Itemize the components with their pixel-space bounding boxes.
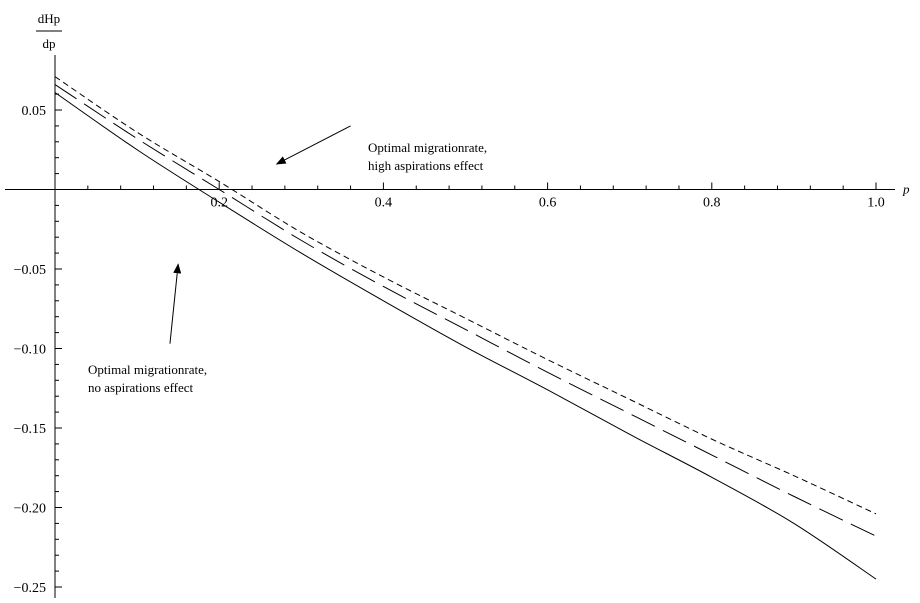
y-ticks: 0.05 −0.05 −0.10 −0.15 −0.20 −0.25 <box>14 93 62 596</box>
y-tick-label: 0.05 <box>22 104 47 119</box>
annotation-arrow <box>275 125 351 165</box>
series-line-solid <box>54 92 877 580</box>
y-tick-label: −0.05 <box>14 263 46 278</box>
x-tick-label: 1.0 <box>867 196 885 211</box>
y-axis-label-numerator: dHp <box>38 11 60 26</box>
annotation-arrow <box>169 263 182 344</box>
annotation-text: Optimal migrationrate, <box>368 140 487 155</box>
x-tick-label: 0.2 <box>210 196 228 211</box>
annotation-text: high aspirations effect <box>368 158 484 173</box>
annotation-text: Optimal migrationrate, <box>88 362 207 377</box>
annotation: Optimal migrationrate, high aspirations e… <box>275 125 487 173</box>
y-tick-label: −0.10 <box>14 343 46 358</box>
y-tick-label: −0.25 <box>14 581 46 596</box>
annotation-text: no aspirations effect <box>88 380 194 395</box>
y-axis-label: dHp dp <box>36 11 62 51</box>
annotation: Optimal migrationrate, no aspirations eff… <box>88 263 207 395</box>
x-tick-label: 0.8 <box>703 196 721 211</box>
y-axis-label-denominator: dp <box>43 36 56 51</box>
series-line-long-dash <box>54 84 877 537</box>
x-tick-label: 0.6 <box>539 196 557 211</box>
x-axis-label: p <box>902 182 910 197</box>
series-layer <box>54 76 877 580</box>
annotations: Optimal migrationrate, high aspirations e… <box>88 125 487 395</box>
x-ticks: 0.2 0.4 0.6 0.8 1.0 <box>87 182 885 211</box>
x-tick-label: 0.4 <box>375 196 393 211</box>
y-tick-label: −0.15 <box>14 422 46 437</box>
y-tick-label: −0.20 <box>14 502 46 517</box>
